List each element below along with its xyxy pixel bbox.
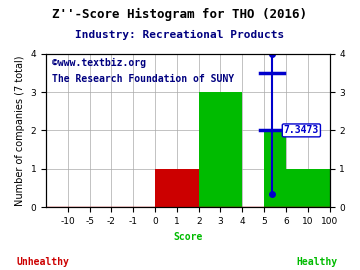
Text: Healthy: Healthy xyxy=(296,257,337,267)
Bar xyxy=(199,92,242,207)
Bar xyxy=(286,169,329,207)
Text: Z''-Score Histogram for THO (2016): Z''-Score Histogram for THO (2016) xyxy=(53,8,307,21)
Y-axis label: Number of companies (7 total): Number of companies (7 total) xyxy=(15,55,25,206)
Text: The Research Foundation of SUNY: The Research Foundation of SUNY xyxy=(52,73,234,84)
X-axis label: Score: Score xyxy=(173,231,202,241)
Text: 7.3473: 7.3473 xyxy=(284,125,319,136)
Text: Unhealthy: Unhealthy xyxy=(17,257,69,267)
Text: ©www.textbiz.org: ©www.textbiz.org xyxy=(52,58,146,68)
Bar xyxy=(155,169,199,207)
Text: Industry: Recreational Products: Industry: Recreational Products xyxy=(75,30,285,40)
Bar xyxy=(264,130,286,207)
